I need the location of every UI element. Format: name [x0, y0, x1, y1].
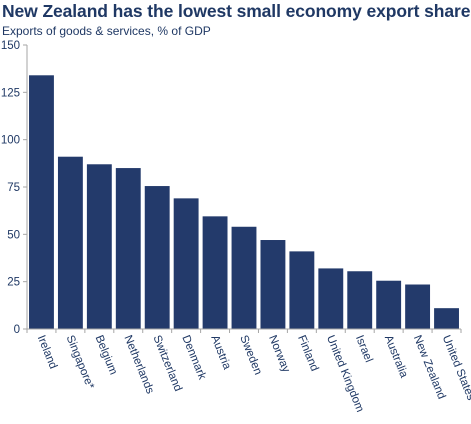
bar-switzerland [144, 186, 170, 329]
bar-united-states [434, 308, 459, 329]
y-axis: 0 25 50 75 100 125 150 [1, 40, 28, 336]
y-tick-label: 25 [7, 277, 20, 289]
x-tick-label: Denmark [179, 334, 208, 382]
y-tick-label: 100 [1, 135, 20, 147]
bar-united-kingdom [318, 268, 344, 329]
y-tick-label: 150 [1, 40, 20, 52]
x-tick-label: Switzerland [150, 334, 183, 394]
x-tick-label: Sweden [237, 334, 264, 377]
x-tick-label: Netherlands [121, 334, 155, 396]
chart-subtitle: Exports of goods & services, % of GDP [2, 24, 211, 38]
bar-finland [289, 251, 315, 329]
x-tick-label: Belgium [93, 334, 120, 377]
x-axis: Ireland Singapore*Belgium NetherlandsSwitz… [26, 328, 471, 414]
x-tick-label: Ireland [35, 334, 59, 371]
x-tick-label: Norway [266, 334, 292, 375]
bar-austria [202, 216, 228, 329]
y-tick-label: 50 [7, 229, 20, 241]
y-tick-label: 125 [1, 87, 20, 99]
bar-australia [376, 280, 402, 329]
bar-singapore [57, 156, 83, 329]
bar-netherlands [115, 168, 141, 329]
x-tick-label: Finland [295, 334, 320, 373]
x-tick-label: Austria [208, 334, 233, 372]
y-tick-label: 0 [14, 324, 20, 336]
bar-belgium [86, 164, 112, 329]
bar-denmark [173, 198, 199, 329]
bar-norway [260, 240, 286, 329]
bars [29, 75, 459, 329]
x-tick-label: New Zealand [411, 334, 448, 401]
y-tick-label: 75 [7, 182, 20, 194]
bar-new-zealand [405, 284, 431, 329]
bar-ireland [29, 75, 54, 329]
chart-title: New Zealand has the lowest small economy… [2, 1, 471, 21]
bar-israel [347, 271, 373, 329]
bar-sweden [231, 226, 257, 329]
x-tick-label: Singapore* [64, 334, 97, 392]
x-tick-label: Israel [353, 334, 375, 365]
x-tick-label: Australia [382, 334, 410, 381]
